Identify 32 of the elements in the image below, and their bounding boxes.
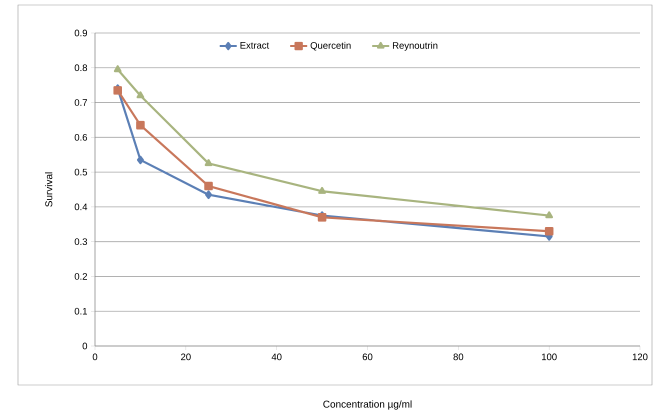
y-tick-label: 0 (82, 342, 88, 350)
legend-label: Quercetin (310, 42, 351, 51)
x-tick-label: 120 (632, 354, 648, 360)
legend-label: Reynoutrin (392, 42, 438, 51)
y-tick-label: 0.4 (74, 204, 88, 210)
point (205, 190, 212, 199)
x-tick-label: 100 (542, 354, 557, 360)
point (204, 182, 213, 190)
point (136, 156, 144, 164)
x-tick-label: 0 (92, 354, 98, 360)
point (204, 159, 212, 166)
y-tick-label: 0.7 (74, 99, 88, 106)
y-tick-label: 0.9 (74, 30, 88, 36)
y-axis-title: Survival (45, 172, 52, 207)
x-tick-label: 60 (362, 354, 372, 360)
point (544, 226, 554, 236)
point (318, 186, 326, 194)
point (136, 120, 145, 130)
y-tick-label: 0.2 (74, 273, 88, 280)
point (545, 211, 554, 218)
y-tick-label: 0.6 (74, 134, 88, 141)
y-tick-label: 0.1 (74, 308, 88, 315)
y-tick-label: 0.3 (74, 238, 88, 246)
point (114, 65, 122, 72)
legend-label: Extract (240, 42, 270, 49)
x-tick-label: 20 (181, 354, 191, 360)
y-tick-label: 0.8 (74, 64, 88, 72)
y-tick-label: 0.5 (74, 168, 88, 176)
x-tick-label: 80 (453, 354, 464, 360)
x-axis-title: Concentration µg/ml (323, 400, 412, 410)
point (136, 91, 144, 98)
x-tick-label: 40 (272, 354, 282, 360)
